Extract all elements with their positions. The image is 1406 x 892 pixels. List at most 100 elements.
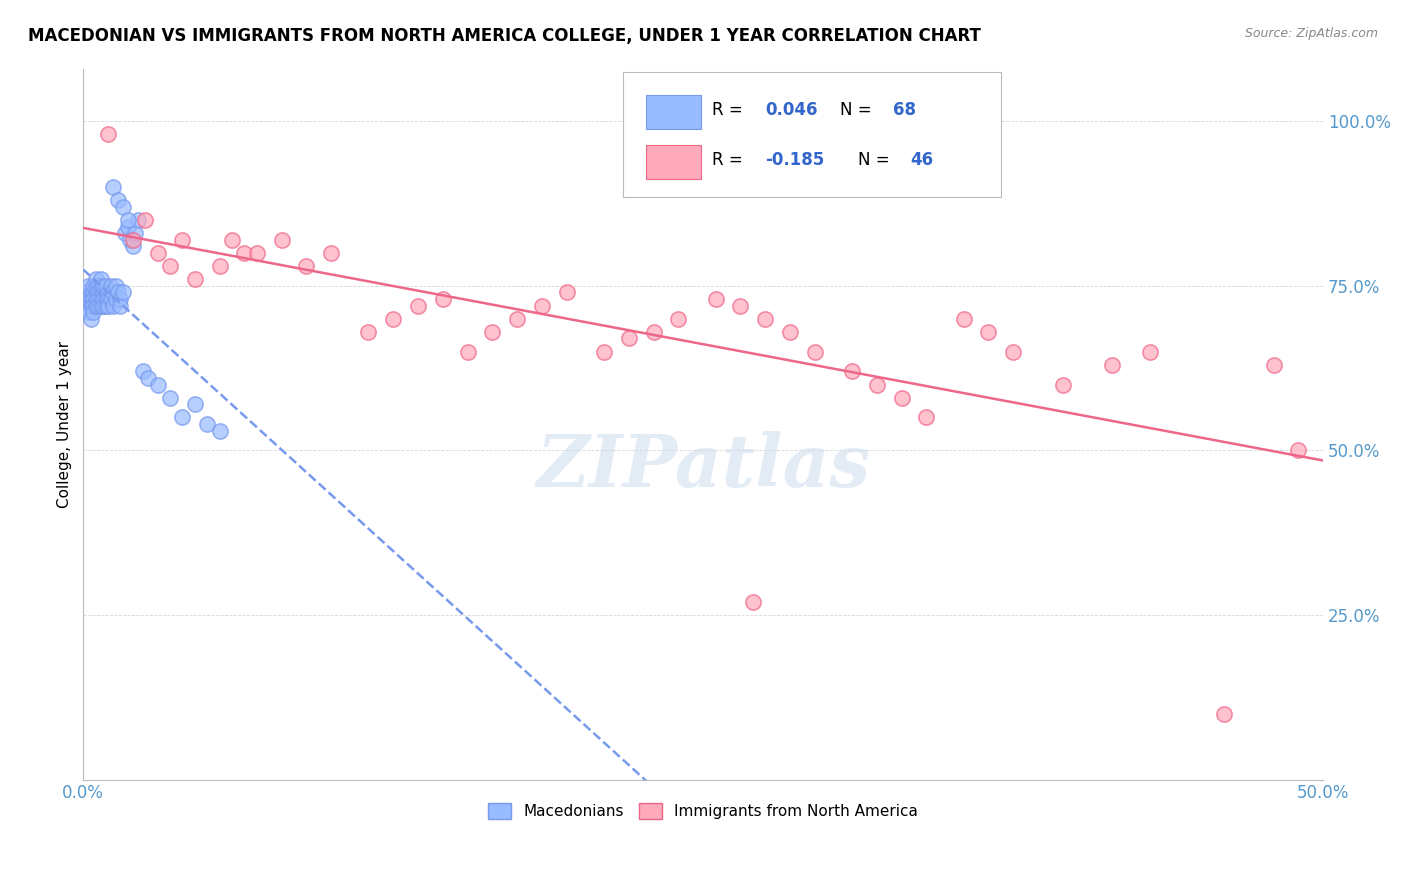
Point xyxy=(134,213,156,227)
Point xyxy=(90,278,112,293)
Point xyxy=(208,259,231,273)
Point xyxy=(1052,377,1074,392)
Point xyxy=(1213,706,1236,721)
Text: N =: N = xyxy=(858,152,890,169)
Point xyxy=(804,344,827,359)
Point xyxy=(506,311,529,326)
Text: 46: 46 xyxy=(910,152,934,169)
Point xyxy=(1263,358,1285,372)
Point xyxy=(246,245,269,260)
Point xyxy=(101,299,124,313)
Point xyxy=(114,226,136,240)
Point xyxy=(146,377,169,392)
Point xyxy=(84,272,107,286)
Point xyxy=(172,410,194,425)
Point xyxy=(741,595,763,609)
Point xyxy=(184,272,207,286)
Point xyxy=(1286,443,1309,458)
Point xyxy=(159,259,181,273)
Point xyxy=(110,299,132,313)
Point xyxy=(617,331,640,345)
Text: MACEDONIAN VS IMMIGRANTS FROM NORTH AMERICA COLLEGE, UNDER 1 YEAR CORRELATION CH: MACEDONIAN VS IMMIGRANTS FROM NORTH AMER… xyxy=(28,27,981,45)
Point xyxy=(321,245,343,260)
Point xyxy=(643,325,665,339)
Point xyxy=(77,292,100,306)
Point xyxy=(221,233,243,247)
Point xyxy=(146,245,169,260)
Point xyxy=(87,285,110,300)
Text: N =: N = xyxy=(839,102,872,120)
Point xyxy=(91,292,114,306)
Point xyxy=(87,278,110,293)
Point xyxy=(82,278,104,293)
Point xyxy=(101,180,124,194)
Point xyxy=(104,278,127,293)
Point xyxy=(101,285,124,300)
Point xyxy=(104,292,127,306)
Point xyxy=(90,299,112,313)
Point xyxy=(977,325,1000,339)
Point xyxy=(84,285,107,300)
FancyBboxPatch shape xyxy=(647,145,700,178)
Point xyxy=(127,213,149,227)
Point xyxy=(80,292,103,306)
Point xyxy=(432,292,454,306)
Point xyxy=(233,245,256,260)
Point xyxy=(159,391,181,405)
Point xyxy=(208,424,231,438)
Point xyxy=(100,292,122,306)
Point xyxy=(82,292,104,306)
Point xyxy=(84,292,107,306)
Point xyxy=(84,299,107,313)
Point xyxy=(124,226,146,240)
Point xyxy=(132,364,155,378)
Point xyxy=(1002,344,1025,359)
Point xyxy=(91,278,114,293)
Text: 0.046: 0.046 xyxy=(765,102,818,120)
Legend: Macedonians, Immigrants from North America: Macedonians, Immigrants from North Ameri… xyxy=(482,797,924,825)
Point xyxy=(481,325,503,339)
Point xyxy=(100,285,122,300)
Point xyxy=(87,299,110,313)
Point xyxy=(195,417,218,431)
Point xyxy=(890,391,912,405)
Point xyxy=(111,285,134,300)
Point xyxy=(97,292,120,306)
Point xyxy=(90,272,112,286)
Point xyxy=(94,285,117,300)
Point xyxy=(593,344,616,359)
Point xyxy=(80,299,103,313)
Point xyxy=(77,305,100,319)
Point xyxy=(952,311,974,326)
Point xyxy=(382,311,405,326)
Point xyxy=(100,278,122,293)
Text: Source: ZipAtlas.com: Source: ZipAtlas.com xyxy=(1244,27,1378,40)
Point xyxy=(94,278,117,293)
Point xyxy=(1101,358,1123,372)
Point xyxy=(730,299,752,313)
Point xyxy=(77,278,100,293)
Text: -0.185: -0.185 xyxy=(765,152,824,169)
Point xyxy=(117,213,139,227)
Point xyxy=(82,299,104,313)
Point xyxy=(668,311,690,326)
Point xyxy=(406,299,429,313)
Point xyxy=(779,325,801,339)
Point xyxy=(82,305,104,319)
Point xyxy=(172,233,194,247)
FancyBboxPatch shape xyxy=(623,72,1001,196)
Point xyxy=(841,364,863,378)
Point xyxy=(75,299,97,313)
Point xyxy=(84,278,107,293)
Point xyxy=(555,285,578,300)
Point xyxy=(270,233,292,247)
Point xyxy=(80,285,103,300)
Point xyxy=(136,371,159,385)
Point xyxy=(107,193,129,207)
Point xyxy=(122,233,145,247)
Point xyxy=(91,285,114,300)
Point xyxy=(122,239,145,253)
Point xyxy=(915,410,938,425)
Point xyxy=(117,219,139,234)
Point xyxy=(80,311,103,326)
